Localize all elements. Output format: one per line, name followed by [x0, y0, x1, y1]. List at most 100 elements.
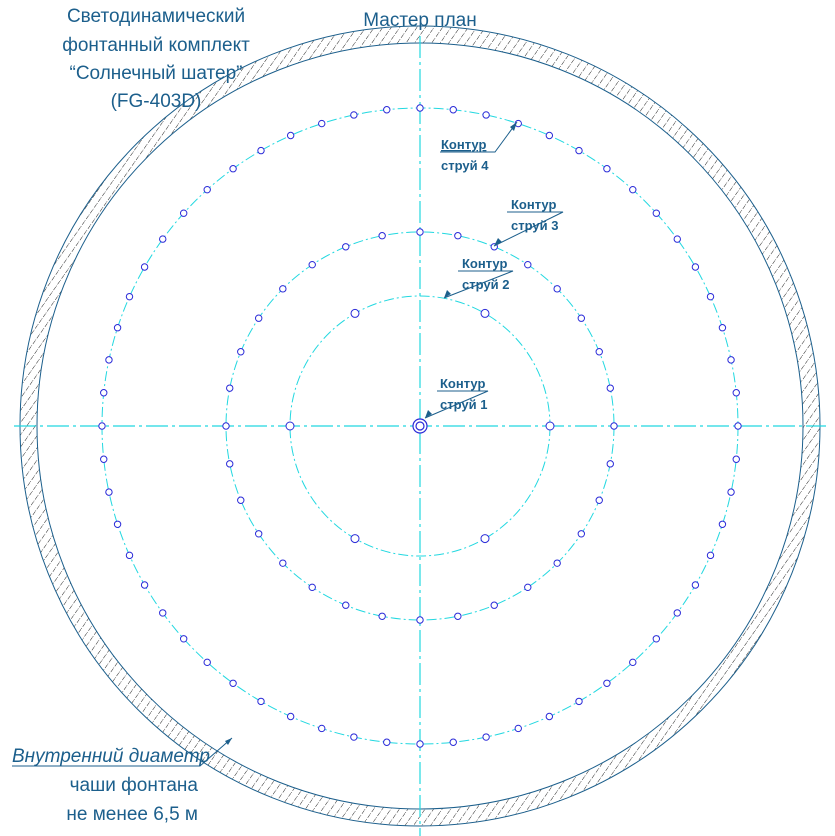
contour-4-jet [318, 724, 326, 733]
contour-4-jet [416, 104, 424, 112]
contour-2-label-b: струй 2 [462, 277, 509, 292]
contour-3-jet [226, 384, 234, 392]
contour-4-jet [706, 292, 715, 301]
contour-2-jet [480, 308, 490, 318]
contour-4-jet [673, 235, 681, 243]
contour-4-jet [575, 146, 583, 155]
contour-4-jet [113, 520, 122, 528]
contour-4-jet [706, 551, 715, 560]
contour-4-jet [734, 422, 742, 430]
contour-3-jet [254, 530, 263, 538]
contour-1-jet-outer [412, 418, 428, 434]
contour-3-jet [606, 384, 614, 392]
contour-3-jet [610, 422, 618, 430]
contour-3-jet [524, 260, 532, 269]
contour-3-jet [524, 583, 532, 592]
contour-1-label-b: струй 1 [440, 397, 487, 412]
contour-3-jet [416, 616, 424, 624]
contour-4-jet [179, 209, 188, 217]
contour-4-jet [350, 733, 358, 741]
contour-4-jet [229, 165, 237, 173]
contour-3-jet [378, 612, 386, 620]
contour-4-jet [673, 609, 681, 617]
contour-4-jet [718, 324, 727, 332]
plan-title: Мастер план [363, 10, 476, 31]
contour-4-jet [125, 551, 134, 560]
contour-4-jet [105, 488, 113, 496]
title-line-3: “Солнечный шатер” [70, 63, 243, 84]
contour-4-jet [203, 185, 211, 194]
bowl-note-line-2: чаши фонтана [70, 775, 199, 796]
contour-4-jet [727, 488, 735, 496]
contour-3-jet [490, 601, 498, 609]
contour-3-jet [308, 583, 316, 592]
leader-arrowheads [225, 122, 517, 745]
contour-4-jet [482, 733, 490, 741]
contour-4-jet [629, 185, 637, 194]
title-line-2: фонтанный комплект [62, 35, 250, 56]
contour-3-label-a: Контур [511, 197, 556, 212]
contour-2-jet [350, 534, 360, 544]
bowl-note-line-3: не менее 6,5 м [66, 804, 198, 825]
contour-1-jet-inner [415, 421, 425, 431]
contour-4-jet [159, 235, 167, 243]
contour-4-jet [159, 609, 167, 617]
contour-4-jet [98, 422, 106, 430]
contour-2-jet [545, 421, 555, 431]
leader-lines [12, 121, 564, 767]
contour-3-jet [577, 314, 586, 322]
contour-2-jet [350, 308, 360, 318]
contour-3-jet [226, 460, 234, 468]
contour-3-jet [342, 243, 350, 251]
jet-nozzles [98, 104, 742, 748]
contour-3-jet [237, 496, 245, 504]
contour-4-jet [691, 581, 700, 589]
contour-4-jet [113, 324, 122, 332]
contour-3-jet [577, 530, 586, 538]
contour-4-jet [350, 111, 358, 119]
contour-4-jet [603, 165, 611, 173]
contour-4-jet [718, 520, 727, 528]
contour-3-jet [595, 496, 603, 504]
contour-4-jet [727, 356, 735, 364]
contour-3-jet [254, 314, 263, 322]
contour-4-jet [545, 131, 554, 140]
contour-3-jet [222, 422, 230, 430]
contour-4-jet [203, 658, 211, 667]
contour-3-jet [454, 232, 462, 240]
contour-3-jet [342, 601, 350, 609]
contour-4-jet [318, 119, 326, 128]
contour-4-jet [652, 209, 661, 217]
contour-4-jet [482, 111, 490, 119]
contour-3-jet [454, 612, 462, 620]
contour-3-jet [606, 460, 614, 468]
contour-4-jet [652, 635, 661, 643]
title-line-1: Светодинамический [67, 6, 245, 27]
contour-4-jet [125, 292, 134, 301]
contour-4-jet [229, 679, 237, 687]
contour-3-jet [237, 348, 245, 356]
contour-4-jet [105, 356, 113, 364]
contour-4-jet [383, 106, 391, 114]
contour-4-jet [691, 263, 700, 271]
contour-2-jet [480, 534, 490, 544]
contour-4-label-a: Контур [441, 137, 486, 152]
contour-4-jet [100, 389, 108, 397]
contour-4-jet [179, 635, 188, 643]
contour-4-jet [732, 389, 740, 397]
contour-4-jet [449, 738, 457, 746]
contour-4-jet [575, 697, 583, 706]
contour-3-jet [378, 232, 386, 240]
contour-3-jet [279, 285, 287, 293]
bowl-note-line-1: Внутренний диаметр [12, 746, 210, 767]
contour-4-jet [140, 263, 149, 271]
contour-4-jet [416, 740, 424, 748]
contour-4-jet [449, 106, 457, 114]
contour-3-jet [416, 228, 424, 236]
contour-4-jet [140, 581, 149, 589]
contour-3-jet [553, 285, 561, 293]
contour-4-jet [603, 679, 611, 687]
contour-4-jet [286, 712, 295, 721]
